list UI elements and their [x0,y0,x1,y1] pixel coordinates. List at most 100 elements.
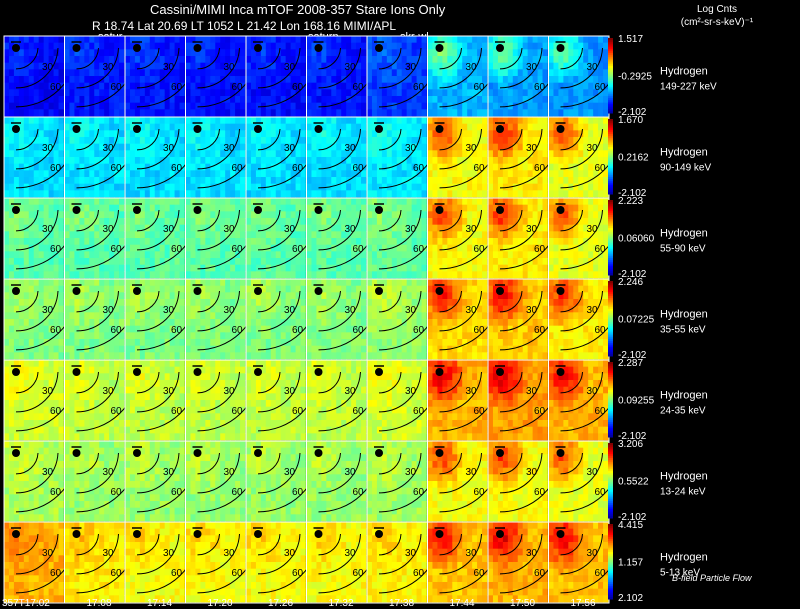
heatmap-cell [164,150,171,158]
heatmap-cell [593,204,599,212]
heatmap-cell [195,177,201,185]
heatmap-cell [290,204,296,212]
heatmap-cell [28,325,35,333]
heatmap-cell [8,163,15,171]
heatmap-cell [195,96,201,104]
heatmap-cell [507,96,514,104]
heatmap-cell [265,130,272,138]
heatmap-cell [4,224,10,232]
heatmap-cell [603,177,609,185]
heatmap-cell [367,190,373,198]
heatmap-cell [311,143,317,151]
heatmap-cell [573,244,579,252]
contour-label: 60 [353,163,365,174]
heatmap-cell [603,76,609,84]
chart-subtitle: R 18.74 Lat 20.69 LT 1052 L 21.42 Lon 16… [92,19,396,33]
heatmap-cell [411,150,417,158]
heatmap-cell [190,143,196,151]
heatmap-cell [8,218,15,226]
heatmap-cell [442,49,448,57]
contour-line [378,128,402,151]
heatmap-cell [169,123,175,131]
heatmap-cell [48,76,54,84]
heatmap-cell [270,198,277,206]
heatmap-cell [43,62,50,70]
heatmap-cell [200,89,206,97]
heatmap-cell [583,62,589,70]
heatmap-cell [346,170,352,178]
heatmap-cell [4,157,10,165]
heatmap-cell [527,198,534,206]
heatmap-cell [255,96,262,104]
heatmap-cell [416,150,422,158]
heatmap-cell [326,36,332,44]
heatmap-cell [125,143,131,151]
heatmap-cell [321,56,327,64]
heatmap-cell [149,62,156,70]
heatmap-cell [367,231,373,239]
heatmap-cell [367,76,373,84]
heatmap-cell [568,211,574,219]
colorbar-units-title: Log Cnts [696,4,738,15]
heatmap-cell [447,150,453,158]
heatmap-cell [371,264,378,272]
heatmap-cell [270,42,277,50]
heatmap-cell [507,238,514,246]
heatmap-cell [185,76,191,84]
heatmap-cell [33,279,40,287]
heatmap-cell [311,258,317,266]
heatmap-cell [497,170,504,178]
heatmap-cell [104,251,110,259]
heatmap-cell [367,36,373,44]
heatmap-cell [246,177,252,185]
heatmap-cell [280,190,287,198]
heatmap-cell [437,238,443,246]
heatmap-cell [537,183,543,191]
heatmap-cell [285,170,292,178]
heatmap-cell [295,238,301,246]
heatmap-cell [316,211,322,219]
heatmap-cell [220,36,226,44]
colorbar-segment [608,54,613,58]
heatmap-cell [548,130,554,138]
contour-line [257,47,301,89]
heatmap-cell [64,251,70,259]
heatmap-cell [437,163,443,171]
heatmap-cell [23,177,30,185]
heatmap-cell [246,137,252,145]
heatmap-cell [125,264,131,272]
heatmap-cell [250,204,257,212]
heatmap-cell [437,56,443,64]
heatmap-cell [356,109,362,117]
heatmap-cell [179,251,185,259]
heatmap-cell [43,312,50,320]
colorbar-segment [608,165,613,169]
heatmap-cell [593,137,599,145]
heatmap-cell [275,137,282,145]
heatmap-cell [275,157,282,165]
heatmap-cell [411,157,417,165]
heatmap-cell [346,218,352,226]
heatmap-cell [396,177,403,185]
heatmap-cell [512,251,519,259]
heatmap-cell [331,102,337,110]
heatmap-cell [548,218,554,226]
contour-line [197,209,220,232]
heatmap-cell [84,218,90,226]
heatmap-cell [190,264,196,272]
heatmap-cell [588,123,594,131]
heatmap-cell [69,42,75,50]
heatmap-cell [472,258,478,266]
heatmap-cell [154,82,161,90]
heatmap-cell [306,163,312,171]
heatmap-cell [69,285,75,293]
heatmap-cell [169,244,175,252]
heatmap-cell [578,117,584,125]
heatmap-cell [447,211,453,219]
heatmap-cell [179,157,185,165]
heatmap-cell [331,163,337,171]
colorbar-segment [608,224,613,227]
heatmap-cell [290,271,296,279]
heatmap-cell [139,218,146,226]
heatmap-cell [260,198,267,206]
